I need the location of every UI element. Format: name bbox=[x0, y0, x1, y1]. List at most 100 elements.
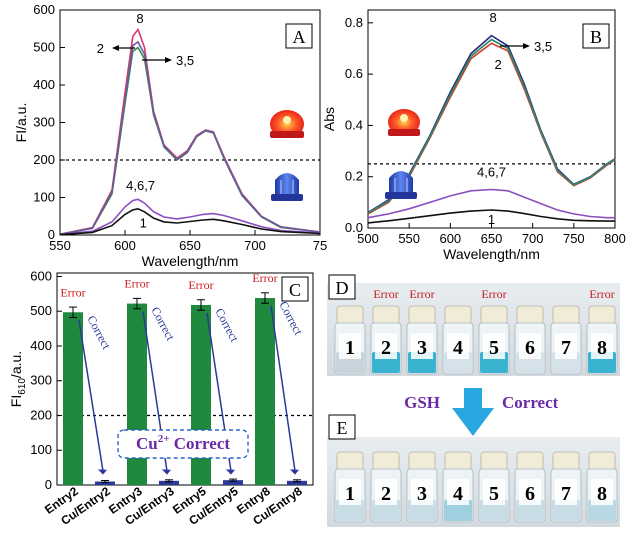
vial-e-3: 3 bbox=[406, 451, 438, 523]
arrow-head-icon bbox=[226, 469, 235, 475]
error-label: Error bbox=[124, 277, 149, 291]
series-line-4-6-7 bbox=[367, 188, 615, 219]
vial-cap bbox=[336, 451, 364, 471]
vial-d-7: 7 bbox=[550, 305, 582, 375]
annotation-right: 3,5 bbox=[534, 39, 552, 54]
vial-cap bbox=[480, 451, 508, 471]
vial-cap bbox=[480, 305, 508, 325]
y-tick-label: 0.8 bbox=[345, 15, 363, 30]
x-tick-label: 550 bbox=[49, 238, 71, 253]
vial-label bbox=[411, 479, 433, 505]
bar-Cu-Entry3 bbox=[159, 480, 179, 485]
x-tick-label: 800 bbox=[604, 231, 626, 246]
annotation-mid: 4,6,7 bbox=[126, 178, 155, 193]
vial-label bbox=[519, 479, 541, 505]
vial-error-label: Error bbox=[589, 287, 614, 301]
y-tick-label: 400 bbox=[33, 77, 55, 92]
panel-a-annotations: 8 2 3,5 4,6,7 1 bbox=[97, 11, 194, 231]
vial-cap bbox=[552, 305, 580, 325]
gsh-arrow: GSH Correct bbox=[404, 388, 559, 436]
vial-e-2: 2 bbox=[370, 451, 402, 523]
cu-correct-text: Cu2+ Correct bbox=[136, 433, 230, 453]
vial-label bbox=[555, 479, 577, 505]
y-tick-label: 200 bbox=[30, 407, 52, 422]
panel-c-letter: C bbox=[289, 280, 301, 300]
vial-number: 4 bbox=[453, 483, 463, 505]
vial-cap bbox=[588, 305, 616, 325]
blue-lamp-icon bbox=[385, 171, 417, 199]
x-tick-label: 600 bbox=[114, 238, 136, 253]
vial-label bbox=[555, 333, 577, 359]
series-line-4-6-7 bbox=[59, 198, 321, 236]
vial-cap bbox=[552, 451, 580, 471]
vial-cap bbox=[444, 451, 472, 471]
vial-d-4: 4 bbox=[442, 305, 474, 375]
down-arrow-icon bbox=[452, 408, 494, 436]
y-tick-label: 400 bbox=[30, 338, 52, 353]
panel-b-axes: 500 550 600 650 700 750 800 0.0 0.2 0.4 0.6 0.8 Wave… bbox=[321, 15, 626, 262]
vial-cap bbox=[444, 305, 472, 325]
correct-label: Correct bbox=[148, 304, 178, 343]
vial-label bbox=[447, 479, 469, 505]
vial-cap bbox=[372, 305, 400, 325]
vial-label bbox=[591, 333, 613, 359]
panel-c-axes: 0 100 200 300 400 500 600 FI610/a.u. bbox=[8, 268, 313, 492]
vial-error-label: Error bbox=[481, 287, 506, 301]
annotation-low: 1 bbox=[488, 212, 495, 227]
x-tick-label: 500 bbox=[357, 231, 379, 246]
vial-number: 7 bbox=[561, 483, 571, 505]
gsh-label: GSH bbox=[404, 393, 440, 412]
y-tick-label: 100 bbox=[30, 442, 52, 457]
panel-a-lamps bbox=[270, 110, 304, 201]
vial-label bbox=[591, 479, 613, 505]
panel-b-annotations bbox=[500, 43, 530, 49]
error-label: Error bbox=[188, 278, 213, 292]
photo-e-vials: 1 2 3 4 5 6 7 8 bbox=[334, 451, 618, 523]
annotation-right: 3,5 bbox=[176, 53, 194, 68]
x-tick-label: 700 bbox=[522, 231, 544, 246]
vial-cap bbox=[408, 451, 436, 471]
panel-a: 550 600 650 700 750100200300400500600Wavelen… bbox=[13, 2, 327, 269]
y-tick-label: 0.2 bbox=[345, 169, 363, 184]
panel-a-axes: 550 600 650 700 750100200300400500600Wavelen… bbox=[13, 2, 327, 269]
vial-number: 2 bbox=[381, 483, 391, 505]
cu-correct-box: Cu2+ Correct bbox=[117, 429, 249, 459]
error-label: Error bbox=[60, 285, 85, 299]
vial-cap bbox=[408, 305, 436, 325]
annotation-below: 2 bbox=[494, 57, 501, 72]
annotation-top: 8 bbox=[136, 11, 143, 26]
gsh-correct-label: Correct bbox=[502, 393, 559, 412]
y-tick-label: 300 bbox=[33, 115, 55, 130]
y-axis-label: FI/a.u. bbox=[13, 103, 29, 143]
bar-Cu-Entry5 bbox=[223, 480, 243, 485]
vial-label bbox=[339, 333, 361, 359]
vial-d-3: 3 bbox=[406, 305, 438, 375]
bar-Entry8 bbox=[255, 298, 275, 485]
vial-liquid bbox=[516, 500, 544, 521]
panel-b-lamps bbox=[385, 109, 420, 199]
correct-arrow bbox=[270, 305, 296, 472]
vial-cap bbox=[516, 305, 544, 325]
x-tick-label: 650 bbox=[481, 231, 503, 246]
vial-d-1: 1 bbox=[334, 305, 366, 375]
y-tick-label: 0 bbox=[48, 227, 55, 242]
vial-number: 3 bbox=[417, 483, 427, 505]
vial-number: 8 bbox=[597, 337, 607, 359]
annotation-mid: 4,6,7 bbox=[477, 165, 506, 180]
vial-label bbox=[483, 333, 505, 359]
correct-arrow bbox=[78, 320, 104, 472]
x-tick-label: 700 bbox=[244, 238, 266, 253]
vial-number: 7 bbox=[561, 337, 571, 359]
series-line-2 bbox=[59, 46, 321, 236]
vial-error-label: Error bbox=[409, 287, 434, 301]
error-label: Error bbox=[252, 271, 277, 285]
vial-liquid bbox=[552, 500, 580, 521]
vial-label bbox=[339, 479, 361, 505]
vial-d-6: 6 bbox=[514, 305, 546, 375]
vial-e-8: 8 bbox=[586, 451, 618, 523]
x-tick-label: 550 bbox=[398, 231, 420, 246]
x-axis-label: Wavelength/nm bbox=[142, 253, 239, 269]
y-tick-label: 500 bbox=[30, 303, 52, 318]
